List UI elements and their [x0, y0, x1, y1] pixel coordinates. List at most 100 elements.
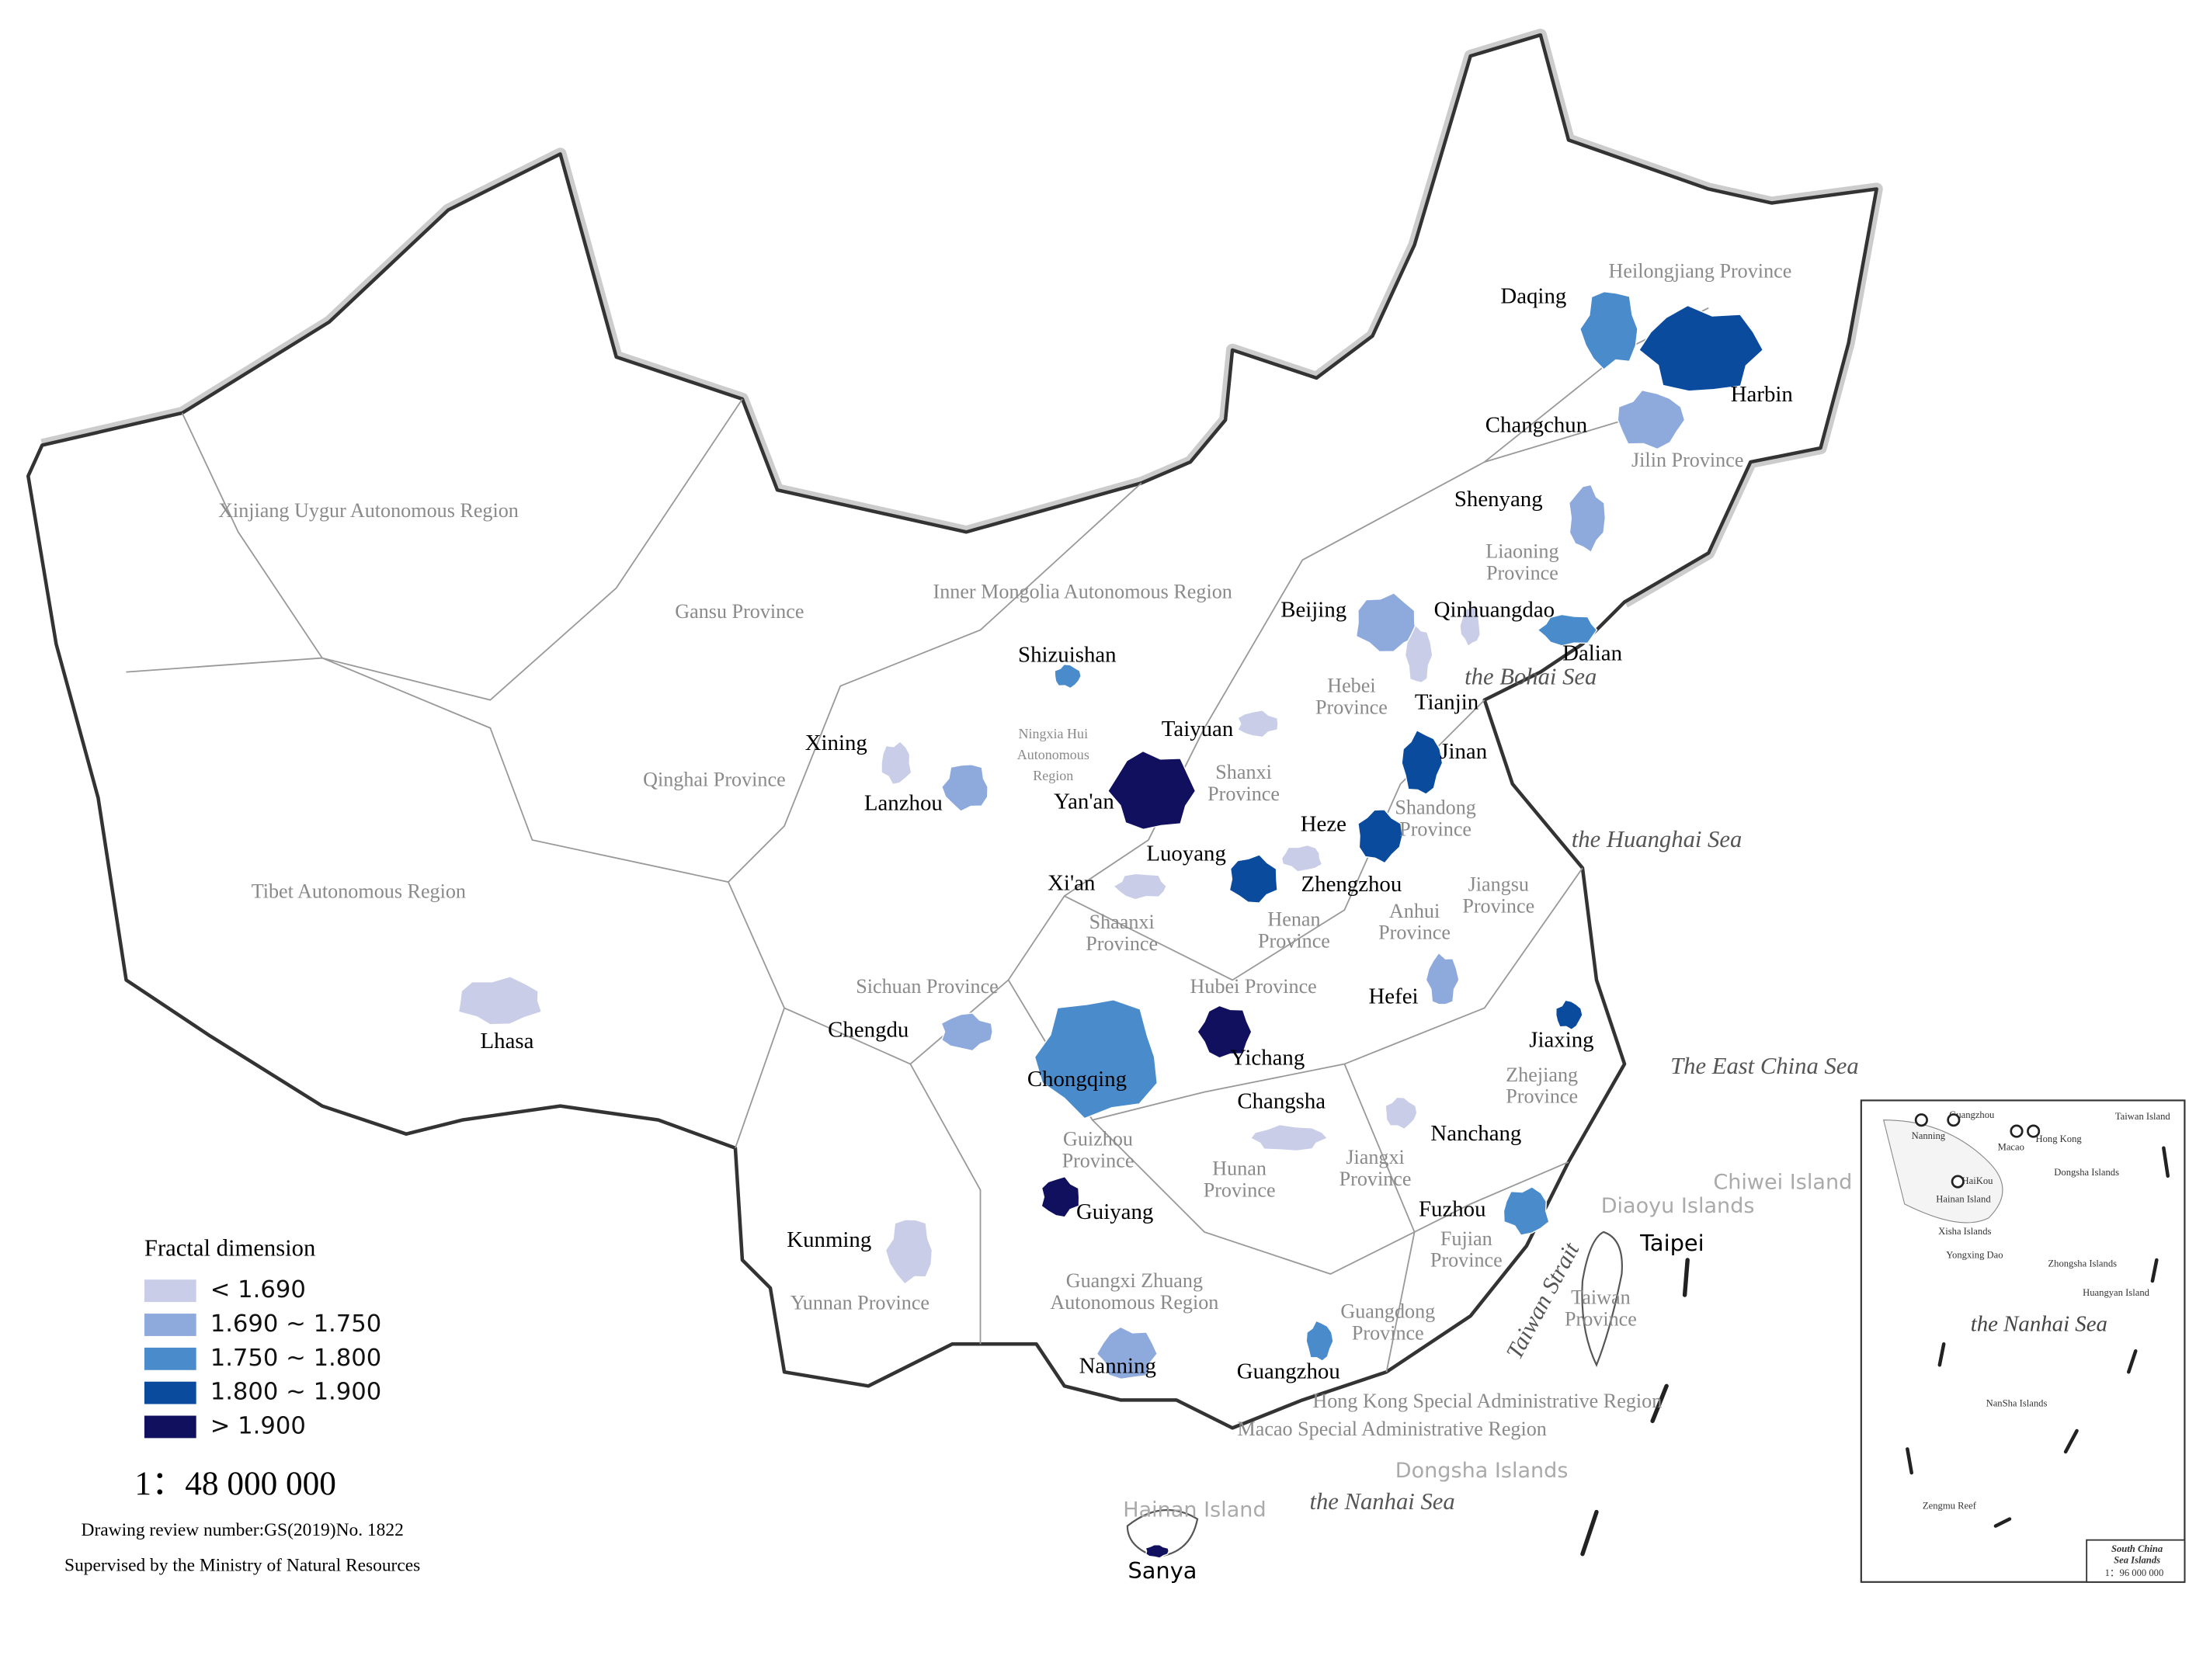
city-area	[1385, 1096, 1418, 1130]
inset-label: Xisha Islands	[1938, 1226, 1991, 1237]
sea-label: The East China Sea	[1670, 1053, 1859, 1079]
city-area	[1537, 613, 1598, 647]
legend-label: < 1.690	[210, 1276, 306, 1303]
city-label: Changsha	[1237, 1089, 1326, 1114]
province-label: Liaoning	[1485, 540, 1558, 562]
province-label: Gansu Province	[675, 600, 804, 623]
scale-label: 1：48 000 000	[134, 1465, 336, 1502]
note: Drawing review number:GS(2019)No. 1822	[82, 1520, 404, 1540]
city-area	[1145, 1543, 1170, 1559]
province-label: Autonomous	[1017, 747, 1089, 762]
province-label: Hubei Province	[1190, 975, 1317, 998]
city-area	[1112, 873, 1168, 901]
city-label: Kunming	[787, 1227, 871, 1252]
legend-swatch	[144, 1347, 196, 1370]
city-label: Shenyang	[1454, 487, 1543, 512]
inset-label: Zhongsha Islands	[2048, 1258, 2117, 1269]
city-label: Shizuishan	[1018, 642, 1117, 667]
city-label: Chengdu	[828, 1018, 909, 1043]
legend-swatch	[144, 1279, 196, 1303]
inset-label: Taiwan Island	[2115, 1111, 2171, 1122]
province-label: Hunan	[1212, 1158, 1266, 1180]
province-label: Macao Special Administrative Region	[1238, 1418, 1547, 1440]
city-label: Taipei	[1639, 1230, 1704, 1256]
labels: Daqing Harbin Changchun Shenyang Beijing Qinh…	[64, 260, 2170, 1584]
province-label: Guangxi Zhuang	[1066, 1269, 1203, 1292]
city-label: Jiaxing	[1529, 1027, 1593, 1052]
province-label: Province	[1430, 1249, 1503, 1272]
island-label: Diaoyu Islands	[1601, 1194, 1755, 1218]
city-area	[1054, 663, 1082, 689]
province-label: Anhui	[1389, 900, 1440, 922]
city-areas	[457, 290, 1764, 1559]
city-area	[1249, 1123, 1329, 1152]
city-label: Guangzhou	[1237, 1359, 1340, 1384]
city-area	[1041, 1175, 1080, 1218]
province-label: Sichuan Province	[856, 975, 999, 998]
island-label: Chiwei Island	[1713, 1170, 1852, 1194]
city-label: Qinhuangdao	[1434, 598, 1555, 623]
legend-title: Fractal dimension	[144, 1234, 315, 1261]
province-label: Province	[1352, 1321, 1424, 1344]
inset-label: Nanning	[1912, 1130, 1946, 1141]
inset-city-marker	[1914, 1113, 1928, 1127]
city-area	[1579, 290, 1638, 370]
province-label: Jiangxi	[1346, 1146, 1404, 1168]
city-label: Lanzhou	[864, 791, 943, 816]
inset-label: Dongsha Islands	[2054, 1167, 2119, 1178]
province-label: Province	[1204, 1179, 1276, 1202]
city-area	[1355, 592, 1418, 653]
city-area	[940, 764, 989, 812]
city-label: Xi'an	[1048, 870, 1095, 895]
province-label: Autonomous Region	[1050, 1291, 1218, 1314]
city-label: Dalian	[1562, 641, 1622, 666]
city-area	[1503, 1186, 1550, 1236]
city-label: Daqing	[1500, 284, 1566, 309]
city-label: Harbin	[1731, 382, 1793, 407]
inset-label: Guangzhou	[1949, 1109, 1995, 1120]
city-label: Yichang	[1230, 1046, 1305, 1071]
sea-label: the Bohai Sea	[1465, 664, 1597, 690]
sea-label: the Nanhai Sea	[1309, 1488, 1454, 1515]
province-label: Yunnan Province	[790, 1292, 929, 1314]
province-label: Province	[1207, 783, 1280, 805]
inset-city-marker	[1947, 1113, 1961, 1127]
inset-city-marker	[1951, 1175, 1965, 1189]
city-area	[457, 976, 543, 1026]
city-label: Changchun	[1485, 413, 1587, 438]
city-area	[1096, 1326, 1159, 1380]
legend-label: 1.800 ~ 1.900	[210, 1379, 382, 1406]
city-area	[940, 1012, 993, 1052]
city-label: Nanning	[1079, 1353, 1156, 1378]
inset-scale: 1：96 000 000	[2105, 1567, 2164, 1578]
city-label: Nanchang	[1430, 1121, 1521, 1146]
national-border	[26, 33, 1878, 1430]
city-label: Beijing	[1280, 598, 1346, 623]
province-label: Province	[1378, 922, 1451, 944]
city-area	[1638, 304, 1764, 392]
city-label: Taiyuan	[1162, 717, 1234, 741]
province-label: Heilongjiang Province	[1609, 260, 1792, 283]
hainan-island	[1126, 1508, 1199, 1558]
inset-label: the Nanhai Sea	[1971, 1311, 2107, 1336]
inset-label: NanSha Islands	[1986, 1398, 2048, 1409]
sea-label: the Huanghai Sea	[1572, 826, 1743, 852]
province-label: Tibet Autonomous Region	[252, 880, 466, 903]
island-label: Dongsha Islands	[1395, 1459, 1569, 1483]
city-area	[881, 741, 912, 786]
city-label: Zhengzhou	[1301, 872, 1402, 897]
city-label: Tianjin	[1415, 690, 1478, 715]
inset-label: HaiKou	[1962, 1175, 1994, 1186]
city-area	[1425, 952, 1460, 1005]
city-label: Yan'an	[1054, 790, 1114, 814]
province-label: Jilin Province	[1631, 449, 1743, 471]
city-area	[1280, 844, 1323, 873]
inset-frame	[1860, 1099, 2186, 1583]
city-area	[1228, 854, 1278, 904]
taiwan-island	[1581, 1230, 1623, 1367]
province-label: Hebei	[1327, 674, 1375, 696]
city-area	[1357, 809, 1403, 864]
city-label: Fuzhou	[1419, 1197, 1486, 1222]
city-label: Chongqing	[1027, 1067, 1127, 1092]
legend-label: 1.690 ~ 1.750	[210, 1310, 382, 1338]
